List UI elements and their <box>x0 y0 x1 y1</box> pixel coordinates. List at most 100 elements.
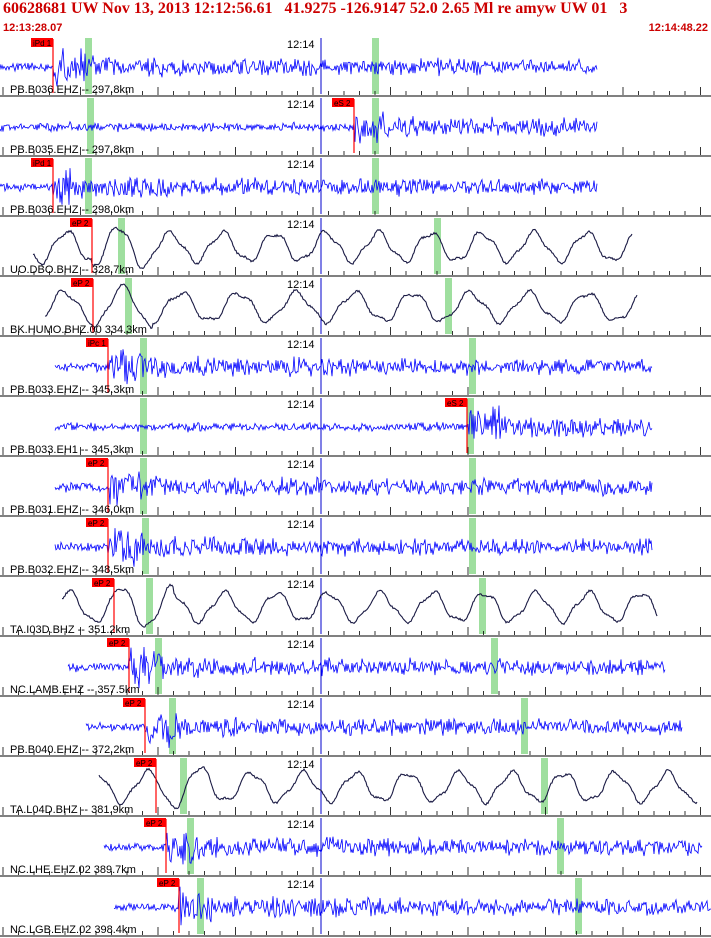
waveform-trace <box>54 349 653 385</box>
trace-panel[interactable]: 12:14 iPd 1 PB.B036.EHZ -- 297.8km <box>0 38 711 97</box>
minute-label: 12:14 <box>287 339 315 351</box>
minute-label: 12:14 <box>287 519 315 531</box>
phase-pick-box[interactable] <box>107 638 129 647</box>
phase-pick-box[interactable] <box>86 338 108 347</box>
start-time: 12:13:28.07 <box>3 22 63 34</box>
trace-panel[interactable]: 12:14 iPd 1 PB.B036.EHZ -- 298.0km <box>0 158 711 217</box>
phase-pick-box[interactable] <box>71 278 93 287</box>
trace-panel[interactable]: 12:14 eP 2 PB.B032.EHZ -- 348.5km <box>0 518 711 577</box>
minute-label: 12:14 <box>287 819 315 831</box>
waveform-trace <box>54 405 653 440</box>
phase-window-band <box>197 878 204 934</box>
phase-window-band <box>372 158 379 214</box>
phase-window-band <box>434 218 441 274</box>
phase-pick-label: eP 2 <box>88 459 105 468</box>
trace-panel[interactable]: 12:14 eP 2 NC.LGB.EHZ.02 398.4km <box>0 878 711 937</box>
trace-panel[interactable]: 12:14 eS 2 PB.B035.EHZ -- 297.8km <box>0 98 711 157</box>
waveform-trace <box>0 48 598 87</box>
trace-panel[interactable]: 12:14 eP 2 TA.L04D.BHZ -- 381.9km <box>0 758 711 817</box>
waveform-trace <box>61 583 658 628</box>
waveform-canvas[interactable]: 12:14 iPd 1 PB.B036.EHZ -- 297.8km 12:14 eS … <box>0 36 711 938</box>
phase-window-band <box>541 758 548 814</box>
phase-pick-label: iPd 1 <box>33 159 52 168</box>
phase-window-band <box>445 278 452 334</box>
phase-pick-label: eP 2 <box>159 879 176 888</box>
phase-pick-box[interactable] <box>31 38 53 47</box>
phase-pick-box[interactable] <box>70 218 92 227</box>
phase-pick-box[interactable] <box>123 698 145 707</box>
phase-pick-box[interactable] <box>134 758 156 767</box>
minute-label: 12:14 <box>287 639 315 651</box>
phase-window-band <box>169 698 176 754</box>
seismogram-panels[interactable]: 12:14 iPd 1 PB.B036.EHZ -- 297.8km 12:14 eS … <box>0 36 711 938</box>
phase-window-band <box>140 398 147 454</box>
phase-window-band <box>85 38 92 94</box>
minute-label: 12:14 <box>287 459 315 471</box>
phase-pick-label: eS 2 <box>334 99 351 108</box>
minute-label: 12:14 <box>287 159 315 171</box>
phase-window-band <box>521 698 528 754</box>
phase-window-band <box>180 758 187 814</box>
waveform-trace <box>67 646 666 689</box>
phase-window-band <box>146 578 153 634</box>
phase-window-band <box>491 638 498 694</box>
phase-pick-label: eP 2 <box>146 819 163 828</box>
trace-panel[interactable]: 12:14 eP 2 PB.B040.EHZ -- 372.2km <box>0 698 711 757</box>
phase-pick-box[interactable] <box>31 158 53 167</box>
waveform-trace <box>44 283 638 333</box>
header: 60628681 UW Nov 13, 2013 12:12:56.61 41.… <box>0 0 711 36</box>
minute-label: 12:14 <box>287 879 315 891</box>
station-label: PB.B033.EHZ -- 345.3km <box>10 384 134 396</box>
station-label: UO.DBO.BHZ -- 328.7km <box>10 264 134 276</box>
phase-pick-label: eP 2 <box>73 279 90 288</box>
phase-pick-box[interactable] <box>144 818 166 827</box>
phase-pick-label: eP 2 <box>136 759 153 768</box>
station-label: PB.B036.EHZ -- 297.8km <box>10 84 134 96</box>
minute-label: 12:14 <box>287 399 315 411</box>
phase-window-band <box>372 98 379 154</box>
minute-label: 12:14 <box>287 39 315 51</box>
phase-pick-box[interactable] <box>445 398 467 407</box>
minute-label: 12:14 <box>287 579 315 591</box>
station-label: PB.B036.EHZ -- 298.0km <box>10 204 134 216</box>
phase-pick-label: eP 2 <box>125 699 142 708</box>
trace-panel[interactable]: 12:14 eP 2 NC.LHE.EHZ.02 389.7km <box>0 818 711 877</box>
station-label: TA.L04D.BHZ -- 381.9km <box>10 804 133 816</box>
phase-window-band <box>479 578 486 634</box>
phase-pick-label: eP 2 <box>88 519 105 528</box>
phase-pick-box[interactable] <box>332 98 354 107</box>
phase-pick-box[interactable] <box>86 458 108 467</box>
waveform-trace <box>103 832 703 865</box>
phase-pick-box[interactable] <box>92 578 114 587</box>
end-time: 12:14:48.22 <box>648 22 708 34</box>
trace-panel[interactable]: 12:14 eP 2 TA.I03D.BHZ -- 351.2km <box>0 578 711 637</box>
phase-window-band <box>467 398 474 454</box>
station-label: PB.B033.EH1 -- 345.3km <box>10 444 134 456</box>
phase-pick-label: eP 2 <box>94 579 111 588</box>
phase-window-band <box>118 218 125 274</box>
phase-window-band <box>155 638 162 694</box>
trace-panel[interactable]: 12:14 eP 2 BK.HUMO.BHZ.00 334.3km <box>0 278 711 337</box>
phase-pick-box[interactable] <box>157 878 179 887</box>
waveform-trace <box>98 766 698 810</box>
waveform-trace <box>85 713 683 748</box>
minute-label: 12:14 <box>287 219 315 231</box>
station-label: PB.B035.EHZ -- 297.8km <box>10 144 134 156</box>
minute-label: 12:14 <box>287 99 315 111</box>
phase-window-band <box>469 458 476 514</box>
trace-panel[interactable]: 12:14 eP 2 UO.DBO.BHZ -- 328.7km <box>0 218 711 277</box>
trace-panel[interactable]: 12:14 eP 2 PB.B031.EHZ -- 346.0km <box>0 458 711 517</box>
phase-pick-label: eP 2 <box>109 639 126 648</box>
minute-label: 12:14 <box>287 279 315 291</box>
station-label: NC.LAMB.EHZ -- 357.5km <box>10 684 140 696</box>
waveform-trace <box>32 226 633 270</box>
phase-window-band <box>575 878 582 934</box>
phase-pick-box[interactable] <box>86 518 108 527</box>
station-label: BK.HUMO.BHZ.00 334.3km <box>10 324 147 336</box>
phase-pick-label: iPc 1 <box>88 339 106 348</box>
trace-panel[interactable]: 12:14 eP 2 NC.LAMB.EHZ -- 357.5km <box>0 638 711 697</box>
event-title: 60628681 UW Nov 13, 2013 12:12:56.61 41.… <box>3 0 628 17</box>
trace-panel[interactable]: 12:14 iPc 1 PB.B033.EHZ -- 345.3km <box>0 338 711 397</box>
trace-panel[interactable]: 12:14 eS 2 PB.B033.EH1 -- 345.3km <box>0 398 711 457</box>
waveform-trace <box>0 168 598 205</box>
